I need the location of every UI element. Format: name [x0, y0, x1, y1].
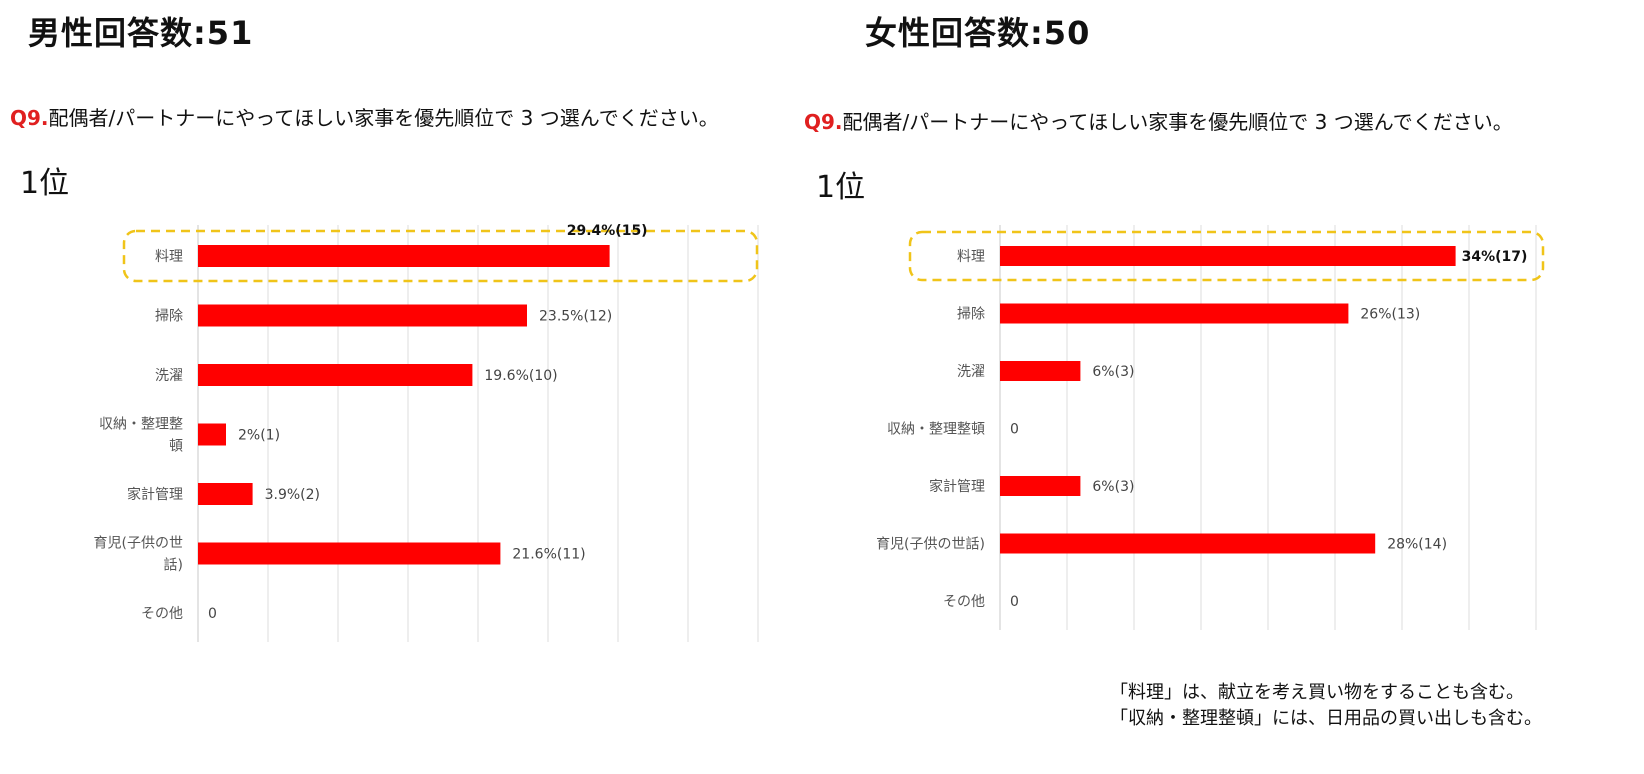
- female-question-text: 配偶者/パートナーにやってほしい家事を優先順位で 3 つ選んでください。: [842, 110, 1513, 134]
- female-category-label: 掃除: [957, 306, 985, 323]
- male-bar: [198, 304, 527, 327]
- female-data-label: 34%(17): [1462, 249, 1528, 265]
- female-data-label: 26%(13): [1360, 307, 1420, 323]
- male-data-label: 23.5%(12): [539, 309, 612, 325]
- male-data-label: 2%(1): [238, 428, 280, 444]
- male-category-label: 掃除: [155, 308, 183, 325]
- male-bar: [198, 364, 473, 386]
- female-question-number: Q9.: [804, 110, 843, 134]
- female-category-label: 家計管理: [929, 478, 985, 495]
- male-bar: [198, 245, 610, 267]
- female-highlight-frame: [908, 230, 1545, 282]
- female-bar: [1000, 533, 1376, 554]
- male-data-label: 29.4%(15): [567, 223, 648, 239]
- female-data-label: 28%(14): [1387, 537, 1447, 553]
- male-category-label: 育児(子供の世: [94, 536, 183, 552]
- male-category-label: 頓: [169, 439, 183, 455]
- male-category-label: 家計管理: [127, 486, 183, 503]
- male-data-label: 21.6%(11): [512, 547, 585, 563]
- male-category-label: 収納・整理整: [99, 417, 183, 433]
- female-category-label: その他: [943, 594, 985, 610]
- male-category-label: 料理: [155, 249, 183, 265]
- female-bar: [1000, 303, 1349, 324]
- male-data-label: 19.6%(10): [484, 368, 557, 384]
- male-question: Q9.配偶者/パートナーにやってほしい家事を優先順位で 3 つ選んでください。: [10, 102, 719, 131]
- male-category-label: 洗濯: [155, 368, 183, 384]
- male-question-text: 配偶者/パートナーにやってほしい家事を優先順位で 3 つ選んでください。: [48, 106, 719, 130]
- male-question-number: Q9.: [10, 106, 49, 130]
- female-rank-label: 1位: [816, 170, 866, 205]
- note-storage: 「収納・整理整頓」には、日用品の買い出しも含む。: [1110, 708, 1542, 729]
- male-data-label: 0: [208, 606, 217, 622]
- female-bar: [1000, 476, 1081, 496]
- female-data-label: 0: [1010, 594, 1019, 610]
- female-data-label: 6%(3): [1092, 479, 1134, 495]
- male-rank-label: 1位: [20, 166, 70, 201]
- male-count-title: 男性回答数:51: [28, 14, 254, 52]
- female-question: Q9.配偶者/パートナーにやってほしい家事を優先順位で 3 つ選んでください。: [804, 106, 1513, 135]
- note-cooking: 「料理」は、献立を考え買い物をすることも含む。: [1110, 682, 1524, 703]
- female-bar: [1000, 361, 1081, 381]
- male-category-label: 話): [164, 557, 183, 574]
- male-category-label: その他: [141, 606, 183, 622]
- male-bar: [198, 423, 226, 446]
- female-data-label: 6%(3): [1092, 364, 1134, 380]
- female-count-title: 女性回答数:50: [865, 14, 1091, 52]
- female-category-label: 料理: [957, 249, 985, 265]
- female-category-label: 育児(子供の世話): [876, 536, 985, 553]
- male-data-label: 3.9%(2): [265, 487, 320, 503]
- female-category-label: 収納・整理整頓: [887, 422, 985, 438]
- male-highlight-frame: [122, 229, 759, 283]
- male-bar: [198, 483, 253, 505]
- male-bar: [198, 542, 501, 565]
- female-category-label: 洗濯: [957, 364, 985, 380]
- female-data-label: 0: [1010, 422, 1019, 438]
- female-bar: [1000, 246, 1456, 266]
